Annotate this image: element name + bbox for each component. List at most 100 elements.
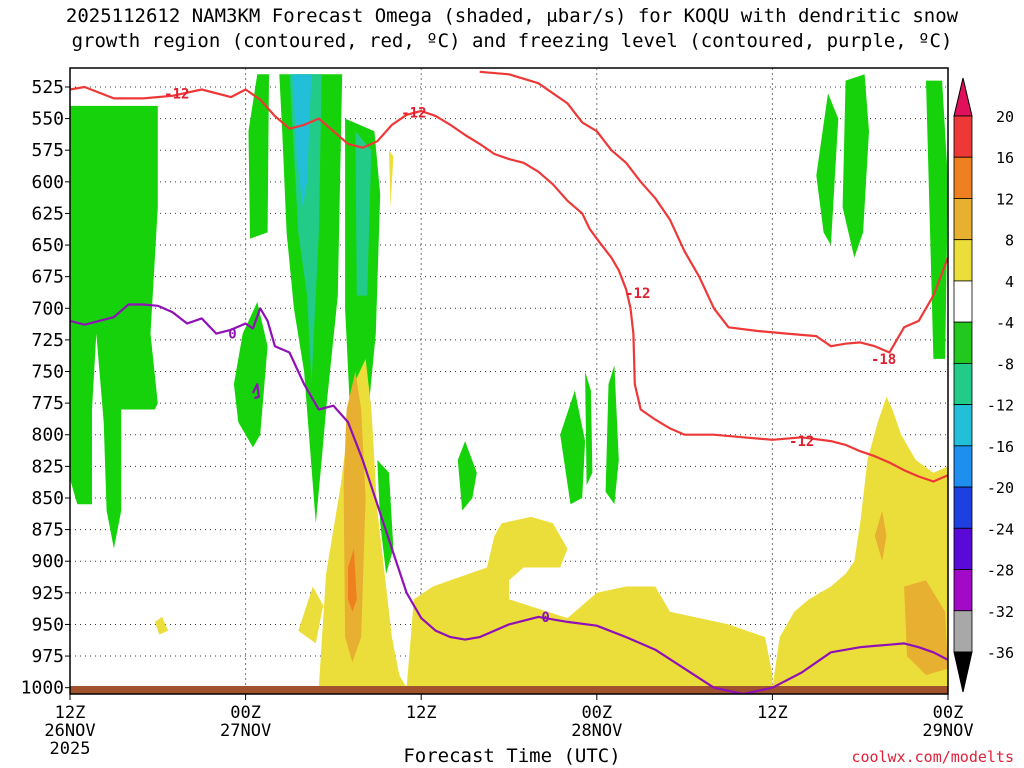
y-tick-label-725: 725 xyxy=(31,330,64,351)
x-tick-label-12-2: 27NOV xyxy=(220,721,271,741)
contour-freezing-blob xyxy=(251,383,260,400)
contour-dgz-lower-isotherm xyxy=(479,70,948,354)
colorbar-top-arrow xyxy=(953,77,973,117)
colorbar-label-8: -16 xyxy=(987,438,1014,456)
x-tick-label-36-1: 00Z xyxy=(581,703,612,723)
colorbar-label-5: -4 xyxy=(996,314,1014,332)
contour-freezing-level xyxy=(70,303,948,694)
y-tick-label-700: 700 xyxy=(31,298,64,319)
y-tick-label-800: 800 xyxy=(31,425,64,446)
omega-shading xyxy=(70,74,948,688)
colorbar-bottom-arrow xyxy=(953,651,973,693)
y-tick-label-850: 850 xyxy=(31,488,64,509)
colorbar-band-6 xyxy=(953,321,973,364)
title-line-2: growth region (contoured, red, ºC) and f… xyxy=(71,30,953,52)
omega-region-yellow-left-b xyxy=(298,586,324,644)
credit-link[interactable]: coolwx.com/modelts xyxy=(851,748,1014,766)
contour-label-5: 0 xyxy=(228,327,236,343)
y-tick-label-750: 750 xyxy=(31,362,64,383)
omega-region-green-west xyxy=(70,105,158,549)
x-tick-label-24-1: 12Z xyxy=(406,703,437,723)
colorbar-label-3: 8 xyxy=(1005,232,1014,250)
contour-label-3: -12 xyxy=(789,434,814,450)
x-tick-label-0-1: 12Z xyxy=(55,703,86,723)
colorbar-band-11 xyxy=(953,527,973,570)
y-tick-label-900: 900 xyxy=(31,551,64,572)
x-tick-label-0-3: 2025 xyxy=(50,739,91,759)
contour-lines xyxy=(70,70,948,694)
x-tick-label-0-2: 26NOV xyxy=(44,721,95,741)
x-tick-label-12-1: 00Z xyxy=(230,703,261,723)
y-tick-label-575: 575 xyxy=(31,140,64,161)
y-tick-label-875: 875 xyxy=(31,520,64,541)
omega-region-cyan-column xyxy=(292,74,312,208)
colorbar-label-1: 16 xyxy=(996,149,1014,167)
colorbar-band-13 xyxy=(953,610,973,653)
colorbar-band-12 xyxy=(953,569,973,612)
omega-region-green-east-a xyxy=(816,93,839,246)
omega-region-green-mid-d xyxy=(560,390,586,505)
y-tick-label-625: 625 xyxy=(31,203,64,224)
colorbar-label-4: 4 xyxy=(1005,273,1014,291)
colorbar-band-2 xyxy=(953,156,973,199)
colorbar-label-2: 12 xyxy=(996,190,1014,208)
omega-region-green-mid-a xyxy=(233,302,268,448)
omega-region-green-east-c xyxy=(926,80,948,359)
y-tick-label-950: 950 xyxy=(31,614,64,635)
colorbar-label-13: -36 xyxy=(987,644,1014,662)
omega-region-green-mid-c xyxy=(457,441,477,511)
colorbar: 20 16 12 8 4 -4 -8 -12 -16 -20 -24 -28 -32 -36 xyxy=(953,77,1014,693)
contour-dgz-upper-isotherm xyxy=(70,85,948,483)
chart-title: 2025112612 NAM3KM Forecast Omega (shaded… xyxy=(0,4,1024,54)
omega-region-green-east-b xyxy=(842,74,869,258)
contour-label-0: -12 xyxy=(164,86,189,102)
y-tick-label-975: 975 xyxy=(31,646,64,667)
colorbar-label-10: -24 xyxy=(987,520,1014,538)
x-tick-label-36-2: 28NOV xyxy=(571,721,622,741)
contour-labels: -12 -12 -12 -12 -18 0 0 xyxy=(164,86,896,626)
contour-label-1: -12 xyxy=(401,105,426,121)
colorbar-band-7 xyxy=(953,362,973,406)
colorbar-label-7: -12 xyxy=(987,397,1014,415)
y-tick-label-825: 825 xyxy=(31,456,64,477)
omega-region-orange-east-a xyxy=(874,510,887,562)
omega-region-green-low-a xyxy=(377,460,394,574)
terrain-ground xyxy=(70,686,948,694)
y-tick-label-675: 675 xyxy=(31,267,64,288)
title-line-1: 2025112612 NAM3KM Forecast Omega (shaded… xyxy=(65,5,959,27)
contour-label-6: 0 xyxy=(541,610,549,626)
y-tick-label-525: 525 xyxy=(31,77,64,98)
x-tick-label-48-1: 12Z xyxy=(757,703,788,723)
y-tick-label-775: 775 xyxy=(31,393,64,414)
x-tick-label-60-2: 29NOV xyxy=(922,721,973,741)
contour-label-4: -18 xyxy=(871,352,896,368)
omega-region-green-mid-b xyxy=(248,74,269,239)
colorbar-label-11: -28 xyxy=(987,562,1014,580)
colorbar-band-9 xyxy=(953,445,973,488)
colorbar-band-4 xyxy=(953,239,973,282)
colorbar-band-5 xyxy=(953,280,973,323)
y-tick-label-600: 600 xyxy=(31,172,64,193)
colorbar-band-3 xyxy=(953,198,973,241)
omega-region-orange-east-b xyxy=(904,580,948,675)
colorbar-label-12: -32 xyxy=(987,603,1014,621)
y-tick-label-550: 550 xyxy=(31,109,64,130)
omega-region-yellow-dot xyxy=(154,616,168,635)
x-axis-title: Forecast Time (UTC) xyxy=(403,745,621,767)
y-tick-label-925: 925 xyxy=(31,583,64,604)
omega-region-orange-left-inner xyxy=(348,548,357,612)
omega-region-green-mid-f xyxy=(605,365,619,505)
colorbar-band-8 xyxy=(953,404,973,447)
omega-region-green-mid-e xyxy=(585,371,593,486)
y-axis: 525 550 575 600 625 650 675 700 725 750 775 800 825 8… xyxy=(21,77,70,699)
colorbar-label-0: 20 xyxy=(996,108,1014,126)
x-tick-label-60-1: 00Z xyxy=(933,703,964,723)
colorbar-band-10 xyxy=(953,486,973,529)
plot-frame xyxy=(69,67,949,695)
omega-region-teal-right xyxy=(355,131,372,296)
y-tick-label-1000: 1000 xyxy=(21,678,64,699)
omega-region-yellow-middle xyxy=(406,516,773,688)
omega-region-yellow-thin xyxy=(389,150,394,208)
